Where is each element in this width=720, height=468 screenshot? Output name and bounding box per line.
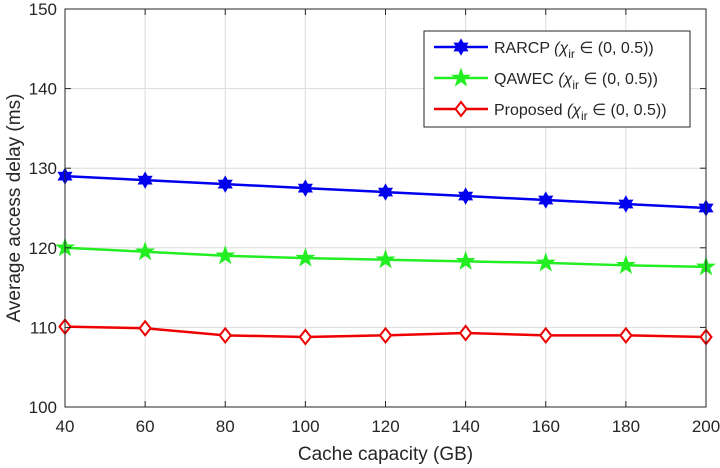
hexagram-marker-icon [453, 38, 469, 56]
y-tick-label: 140 [29, 80, 57, 99]
x-axis-label: Cache capacity (GB) [298, 444, 473, 465]
x-tick-label: 140 [451, 417, 479, 436]
data-point [619, 326, 633, 344]
data-point [458, 324, 473, 342]
legend-condition: (χ [558, 71, 572, 88]
data-point [215, 245, 236, 265]
axis-ticks [64, 8, 707, 408]
x-tick-label: 100 [291, 417, 319, 436]
legend-condition: (χ [567, 102, 581, 119]
x-tick-label: 80 [216, 417, 235, 436]
pentagram-marker-icon [450, 67, 472, 87]
y-tick-label: 150 [29, 0, 57, 19]
data-point [218, 326, 233, 344]
data-point [378, 326, 393, 344]
legend-condition: (χ [554, 40, 568, 57]
data-point [538, 326, 553, 344]
x-tick-label: 40 [56, 417, 75, 436]
legend-subscript: ir [568, 47, 575, 61]
series-proposed [58, 317, 713, 346]
y-tick-label: 120 [29, 239, 57, 258]
data-point [535, 252, 556, 272]
legend-condition-tail: ∈ (0, 0.5)) [588, 102, 667, 119]
legend-subscript: ir [572, 78, 579, 92]
data-point [217, 175, 233, 193]
data-point [458, 187, 474, 205]
legend-label: Proposed (χir ∈ (0, 0.5)) [494, 102, 667, 123]
legend-item-qawec: QAWEC (χir ∈ (0, 0.5)) [434, 67, 658, 92]
data-point [538, 191, 554, 209]
x-tick-label: 200 [692, 417, 720, 436]
data-point [455, 250, 476, 270]
data-point [295, 247, 316, 267]
legend-subscript: ir [581, 109, 588, 123]
data-point [297, 179, 313, 197]
legend-series-name: QAWEC [494, 71, 554, 88]
legend-label: RARCP (χir ∈ (0, 0.5)) [494, 40, 654, 61]
y-tick-label: 110 [30, 318, 57, 337]
x-tick-label: 160 [532, 417, 560, 436]
x-tick-label: 60 [136, 417, 155, 436]
legend-condition-tail: ∈ (0, 0.5)) [575, 40, 654, 57]
legend-series-name: Proposed [494, 102, 563, 119]
legend-label: QAWEC (χir ∈ (0, 0.5)) [494, 71, 658, 92]
diamond-marker-icon [454, 100, 468, 118]
y-tick-label: 100 [29, 398, 57, 417]
data-point [615, 254, 636, 274]
legend-condition-tail: ∈ (0, 0.5)) [579, 71, 658, 88]
data-point [618, 195, 634, 213]
legend-item-proposed: Proposed (χir ∈ (0, 0.5)) [434, 100, 667, 123]
legend-item-rarcp: RARCP (χir ∈ (0, 0.5)) [434, 38, 654, 61]
y-tick-label: 130 [29, 159, 57, 178]
data-point [377, 183, 394, 201]
legend-series-name: RARCP [494, 40, 550, 57]
x-tick-label: 180 [612, 417, 640, 436]
legend: RARCP (χir ∈ (0, 0.5))QAWEC (χir ∈ (0, 0… [423, 30, 691, 128]
x-tick-label: 120 [371, 417, 399, 436]
data-point [137, 171, 153, 189]
data-point [298, 328, 313, 346]
data-point [135, 241, 156, 261]
series-layer [54, 167, 717, 346]
data-point [375, 249, 396, 269]
data-point [138, 319, 152, 337]
y-axis-label: Average access delay (ms) [4, 94, 25, 323]
